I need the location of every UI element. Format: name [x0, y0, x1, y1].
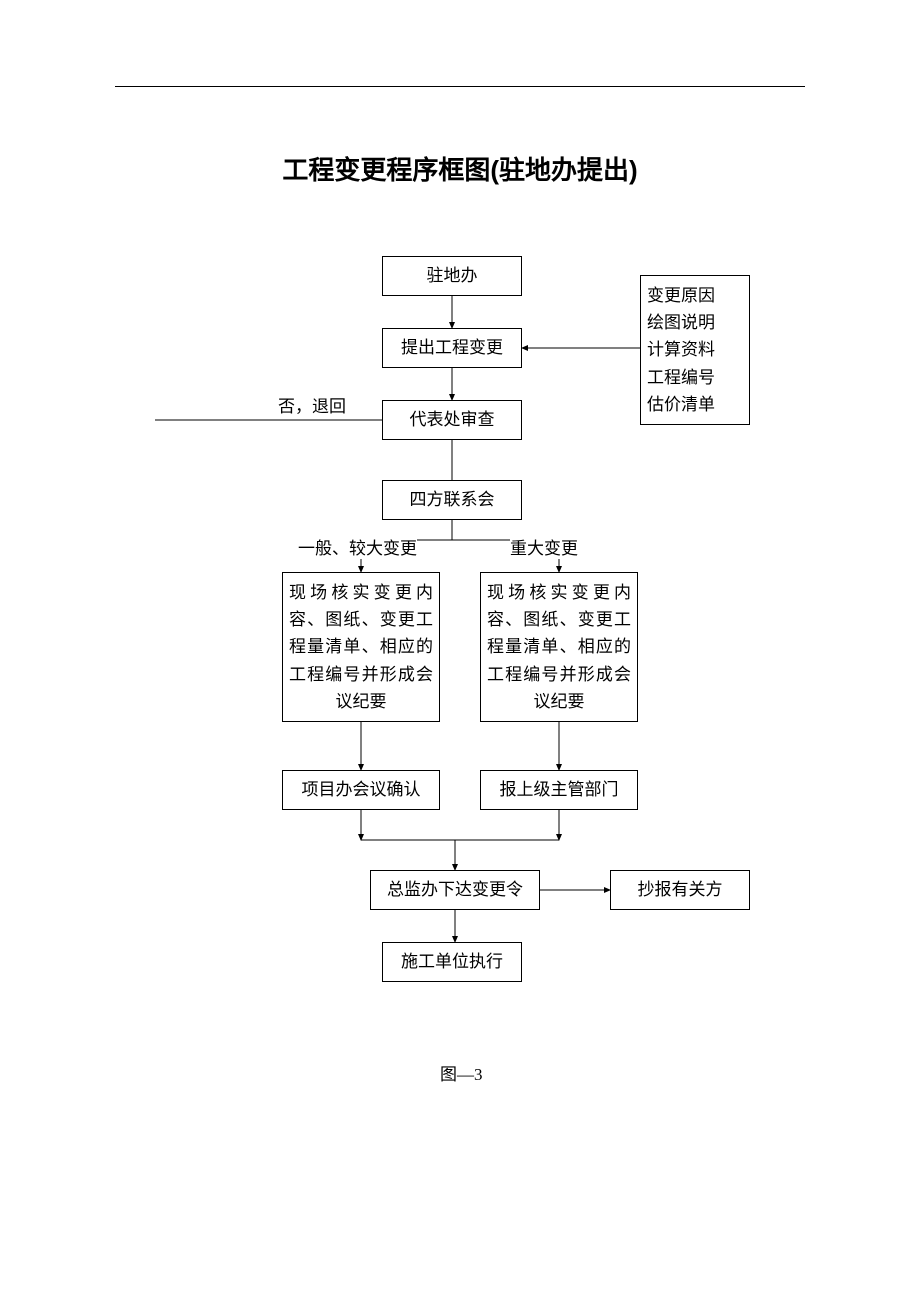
flow-node-n1: 驻地办	[382, 256, 522, 296]
flow-node-n9: 报上级主管部门	[480, 770, 638, 810]
flow-node-n4: 变更原因 绘图说明 计算资料 工程编号 估价清单	[640, 275, 750, 425]
flow-node-n10: 总监办下达变更令	[370, 870, 540, 910]
flow-node-n12: 施工单位执行	[382, 942, 522, 982]
flow-node-n7: 现场核实变更内容、图纸、变更工程量清单、相应的工程编号并形成会议纪要	[480, 572, 638, 722]
flow-node-n11: 抄报有关方	[610, 870, 750, 910]
flow-label-l_normal: 一般、较大变更	[298, 534, 417, 559]
flow-node-n3: 代表处审查	[382, 400, 522, 440]
figure-caption: 图—3	[440, 1060, 483, 1085]
header-rule	[115, 86, 805, 87]
flow-edges	[0, 0, 920, 1302]
flow-node-n8: 项目办会议确认	[282, 770, 440, 810]
page-title: 工程变更程序框图(驻地办提出)	[0, 150, 920, 187]
flow-label-l_major: 重大变更	[510, 534, 578, 559]
flow-label-l_reject: 否，退回	[278, 392, 346, 417]
flow-node-n2: 提出工程变更	[382, 328, 522, 368]
flow-node-n6: 现场核实变更内容、图纸、变更工程量清单、相应的工程编号并形成会议纪要	[282, 572, 440, 722]
flow-node-n5: 四方联系会	[382, 480, 522, 520]
